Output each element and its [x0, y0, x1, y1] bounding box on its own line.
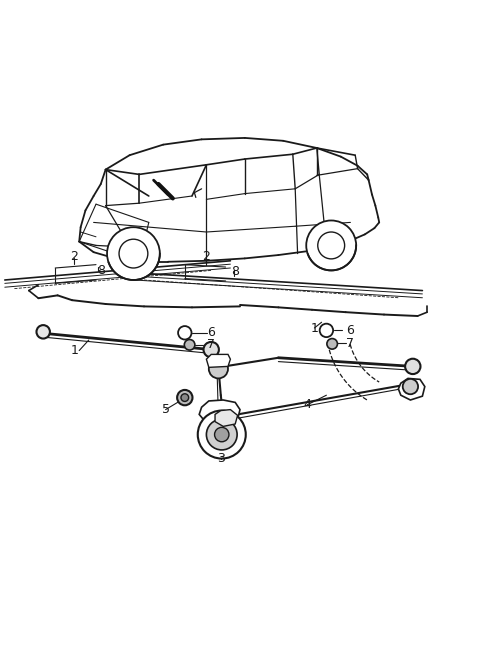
Circle shape	[204, 342, 219, 358]
Circle shape	[107, 227, 160, 280]
Circle shape	[215, 427, 229, 441]
Text: 2: 2	[203, 249, 210, 262]
Text: 3: 3	[217, 452, 225, 465]
Circle shape	[405, 359, 420, 374]
Text: 6: 6	[207, 326, 215, 339]
Circle shape	[198, 411, 246, 459]
Text: 1: 1	[71, 344, 78, 357]
Text: 8: 8	[97, 264, 105, 277]
Polygon shape	[215, 409, 238, 426]
Circle shape	[306, 220, 356, 270]
Polygon shape	[398, 379, 425, 400]
Text: 7: 7	[347, 337, 354, 350]
Text: 7: 7	[207, 338, 215, 352]
Text: 2: 2	[71, 249, 78, 262]
Polygon shape	[199, 400, 240, 425]
Text: 8: 8	[231, 265, 239, 278]
Circle shape	[36, 325, 50, 338]
Circle shape	[327, 338, 337, 349]
Text: 1: 1	[311, 321, 318, 335]
Circle shape	[209, 359, 228, 379]
Text: 5: 5	[162, 403, 169, 416]
Circle shape	[403, 379, 418, 394]
Circle shape	[184, 340, 195, 350]
Text: 6: 6	[347, 324, 354, 337]
Circle shape	[177, 390, 192, 405]
Circle shape	[206, 419, 237, 450]
Polygon shape	[206, 354, 230, 367]
Circle shape	[181, 394, 189, 401]
Text: 4: 4	[303, 398, 311, 411]
